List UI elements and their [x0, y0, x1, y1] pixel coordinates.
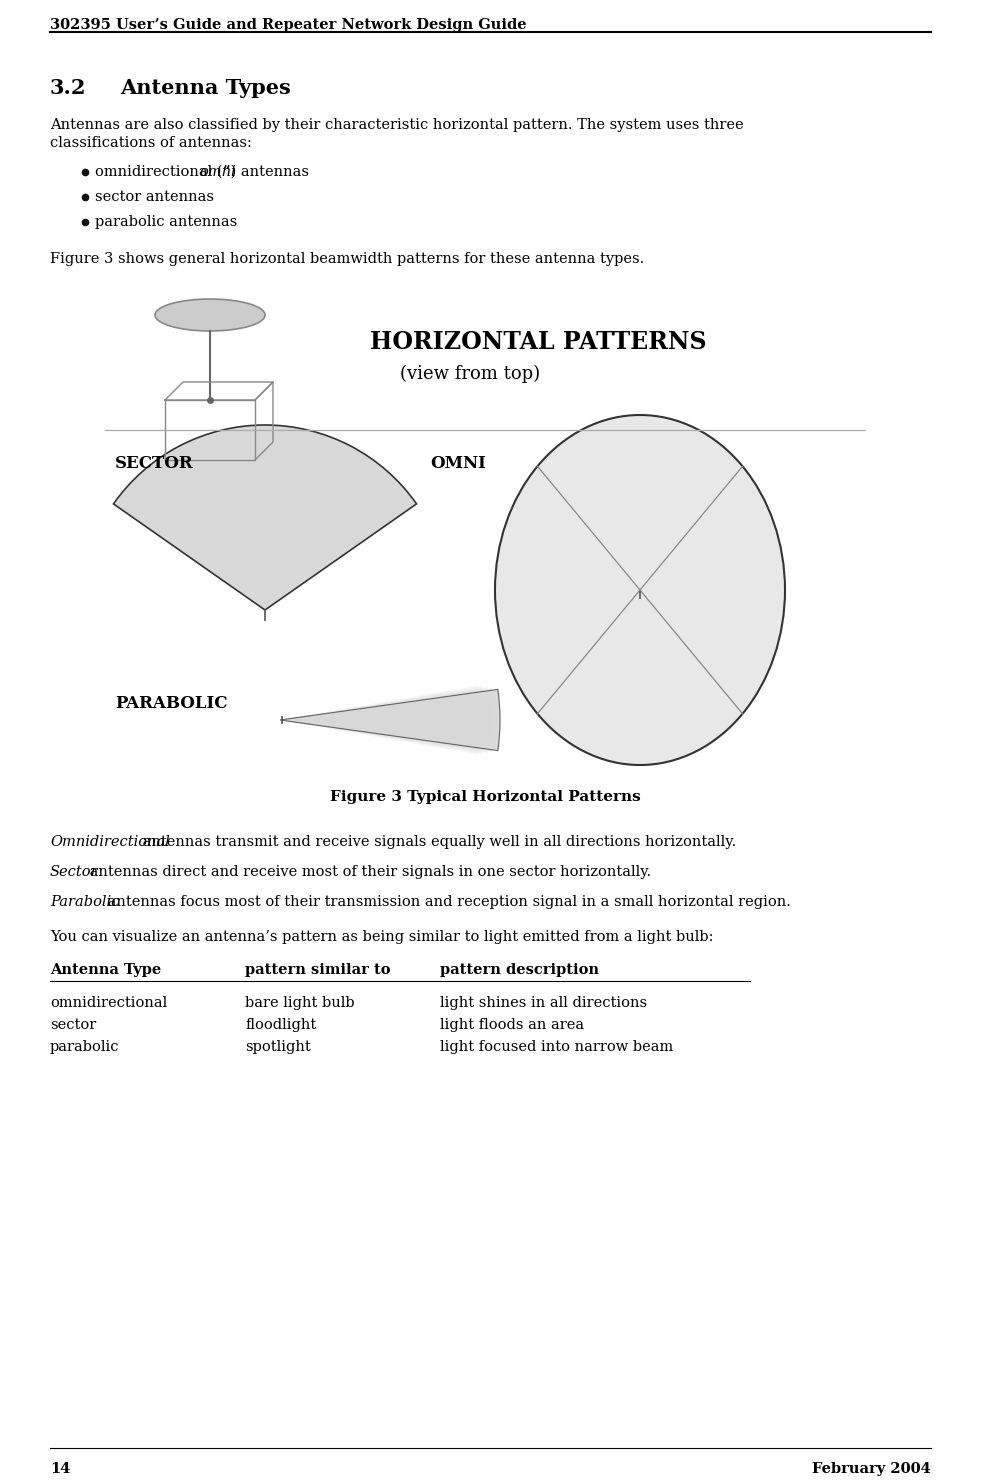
Text: parabolic antennas: parabolic antennas: [95, 215, 237, 228]
Wedge shape: [114, 426, 417, 610]
Text: Parabolic: Parabolic: [50, 896, 120, 909]
Text: antennas transmit and receive signals equally well in all directions horizontall: antennas transmit and receive signals eq…: [137, 835, 736, 848]
Text: pattern similar to: pattern similar to: [245, 962, 390, 977]
Text: light focused into narrow beam: light focused into narrow beam: [440, 1040, 673, 1054]
Text: Antennas are also classified by their characteristic horizontal pattern. The sys: Antennas are also classified by their ch…: [50, 119, 744, 132]
Text: Figure 3 shows general horizontal beamwidth patterns for these antenna types.: Figure 3 shows general horizontal beamwi…: [50, 252, 645, 265]
Text: PARABOLIC: PARABOLIC: [115, 696, 228, 712]
Wedge shape: [280, 688, 495, 752]
Text: classifications of antennas:: classifications of antennas:: [50, 136, 252, 150]
Wedge shape: [280, 690, 500, 750]
Text: SECTOR: SECTOR: [115, 455, 193, 472]
Ellipse shape: [155, 300, 265, 331]
Text: HORIZONTAL PATTERNS: HORIZONTAL PATTERNS: [370, 331, 706, 354]
Text: 3.2: 3.2: [50, 79, 86, 98]
Wedge shape: [280, 687, 485, 753]
Text: Antenna Types: Antenna Types: [120, 79, 290, 98]
Text: antennas direct and receive most of their signals in one sector horizontally.: antennas direct and receive most of thei…: [85, 865, 651, 879]
Text: (view from top): (view from top): [400, 365, 541, 383]
Text: Figure 3 Typical Horizontal Patterns: Figure 3 Typical Horizontal Patterns: [330, 790, 641, 804]
Text: omni: omni: [199, 165, 236, 179]
Text: floodlight: floodlight: [245, 1017, 316, 1032]
Text: antennas focus most of their transmission and reception signal in a small horizo: antennas focus most of their transmissio…: [103, 896, 791, 909]
Text: spotlight: spotlight: [245, 1040, 311, 1054]
Text: parabolic: parabolic: [50, 1040, 120, 1054]
Text: pattern description: pattern description: [440, 962, 599, 977]
Text: Antenna Type: Antenna Type: [50, 962, 161, 977]
Text: ”) antennas: ”) antennas: [223, 165, 309, 179]
Text: You can visualize an antenna’s pattern as being similar to light emitted from a : You can visualize an antenna’s pattern a…: [50, 930, 713, 945]
Text: omnidirectional: omnidirectional: [50, 997, 167, 1010]
Text: light floods an area: light floods an area: [440, 1017, 584, 1032]
Text: 14: 14: [50, 1462, 71, 1476]
Text: February 2004: February 2004: [812, 1462, 931, 1476]
Ellipse shape: [495, 415, 785, 765]
Text: Omnidirectional: Omnidirectional: [50, 835, 170, 848]
Wedge shape: [280, 685, 480, 755]
Wedge shape: [280, 690, 500, 750]
Text: light shines in all directions: light shines in all directions: [440, 997, 647, 1010]
Text: sector antennas: sector antennas: [95, 190, 214, 205]
Wedge shape: [280, 687, 490, 753]
Text: omnidirectional (“: omnidirectional (“: [95, 165, 230, 179]
Text: 302395 User’s Guide and Repeater Network Design Guide: 302395 User’s Guide and Repeater Network…: [50, 18, 527, 33]
Text: bare light bulb: bare light bulb: [245, 997, 354, 1010]
Text: OMNI: OMNI: [430, 455, 486, 472]
Text: Sector: Sector: [50, 865, 98, 879]
Text: sector: sector: [50, 1017, 96, 1032]
